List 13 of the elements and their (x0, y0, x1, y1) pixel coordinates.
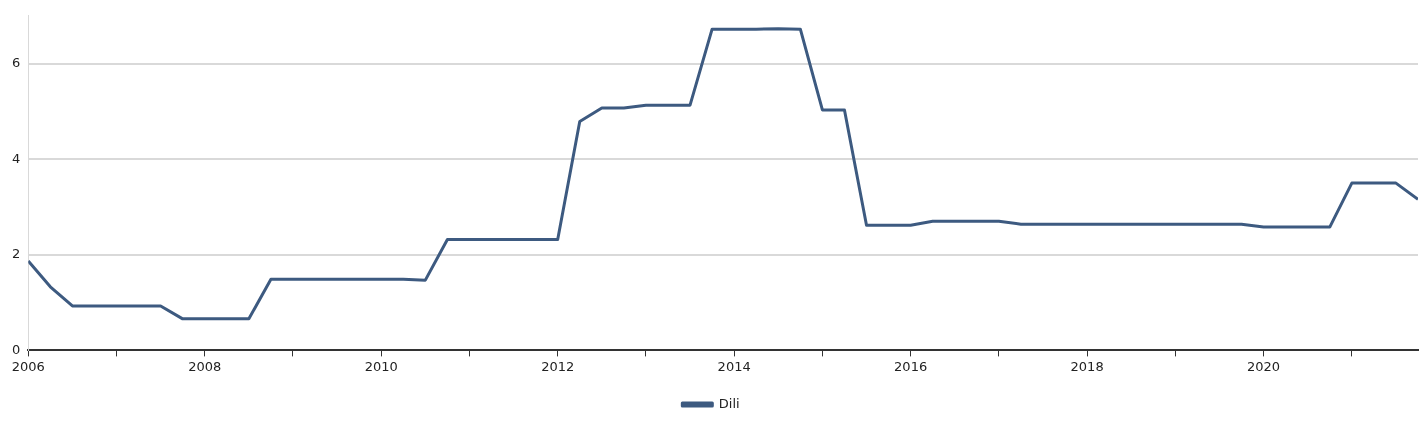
y-tick-label: 4 (11, 150, 21, 166)
x-tick-label: 2014 (717, 358, 751, 374)
y-tick-label: 6 (11, 54, 21, 70)
x-tick-label: 2012 (541, 358, 575, 374)
x-tick-label: 2016 (894, 358, 928, 374)
legend-label: Dili (718, 395, 740, 411)
x-tick-label: 2008 (188, 358, 222, 374)
x-tick-label: 2018 (1070, 358, 1104, 374)
x-tick-label: 2020 (1247, 358, 1281, 374)
y-tick-label: 0 (11, 341, 21, 357)
x-tick-label: 2010 (364, 358, 398, 374)
y-tick-label: 2 (11, 246, 21, 262)
x-tick-label: 2006 (11, 358, 45, 374)
